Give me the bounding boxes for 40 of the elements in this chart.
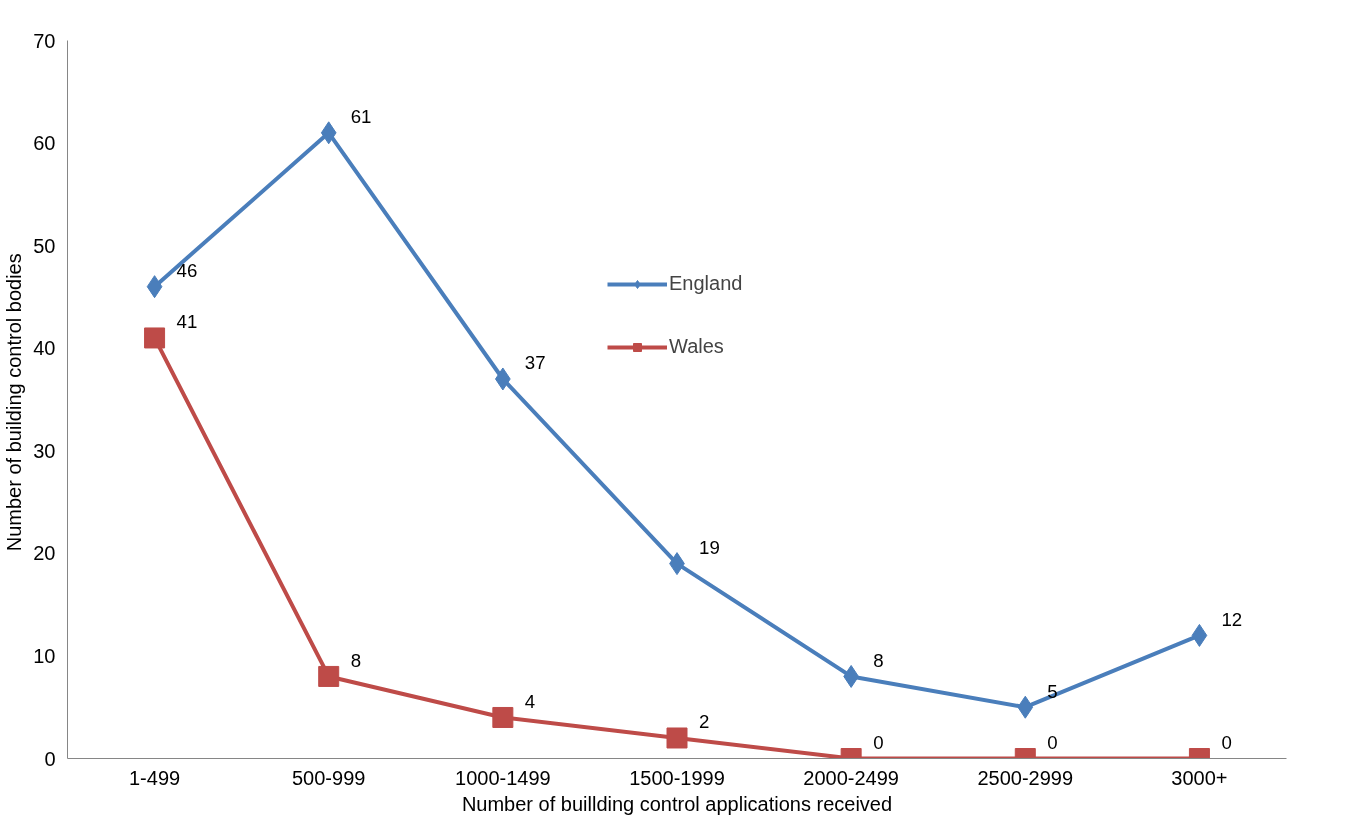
point: [144, 327, 166, 349]
data-label: 2: [699, 711, 710, 733]
y-tick-label: 50: [33, 234, 56, 257]
y-tick-label: 40: [33, 337, 56, 360]
y-tick-label: 0: [44, 747, 56, 770]
data-label: 0: [1221, 732, 1232, 753]
x-tick-label: 1000-1499: [455, 766, 551, 789]
data-label: 46: [176, 260, 198, 282]
point: [492, 706, 514, 728]
y-tick-label: 10: [33, 644, 56, 667]
data-label: 12: [1221, 608, 1243, 630]
data-label: 0: [873, 732, 884, 753]
data-label: 4: [524, 690, 536, 712]
point: [1191, 623, 1208, 647]
y-tick-label: 70: [33, 29, 56, 52]
point: [318, 665, 340, 687]
data-label: 37: [524, 352, 546, 374]
x-tick-label: 2000-2499: [803, 766, 899, 789]
legend-label: England: [669, 272, 743, 295]
y-tick-label: 30: [33, 439, 56, 462]
data-label: 41: [176, 311, 198, 333]
y-axis-title: Number of building control bodies: [3, 253, 26, 552]
data-label: 8: [350, 649, 362, 671]
x-tick-label: 3000+: [1171, 766, 1228, 789]
y-tick-label: 60: [33, 132, 56, 155]
legend-label: Wales: [669, 335, 724, 358]
x-tick-label: 1500-1999: [629, 766, 725, 789]
data-label: 61: [350, 106, 372, 128]
point: [666, 727, 688, 749]
point: [320, 121, 337, 145]
x-tick-label: 500-999: [292, 766, 366, 789]
x-tick-label: 1-499: [129, 766, 181, 789]
point: [1017, 695, 1034, 719]
data-label: 8: [873, 649, 884, 671]
data-label: 19: [699, 537, 720, 559]
y-tick-label: 20: [33, 542, 56, 565]
point: [146, 275, 163, 299]
data-label: 0: [1047, 732, 1058, 753]
x-axis-title: Number of buillding control applications received: [461, 792, 893, 815]
x-tick-label: 2500-2999: [977, 766, 1074, 789]
